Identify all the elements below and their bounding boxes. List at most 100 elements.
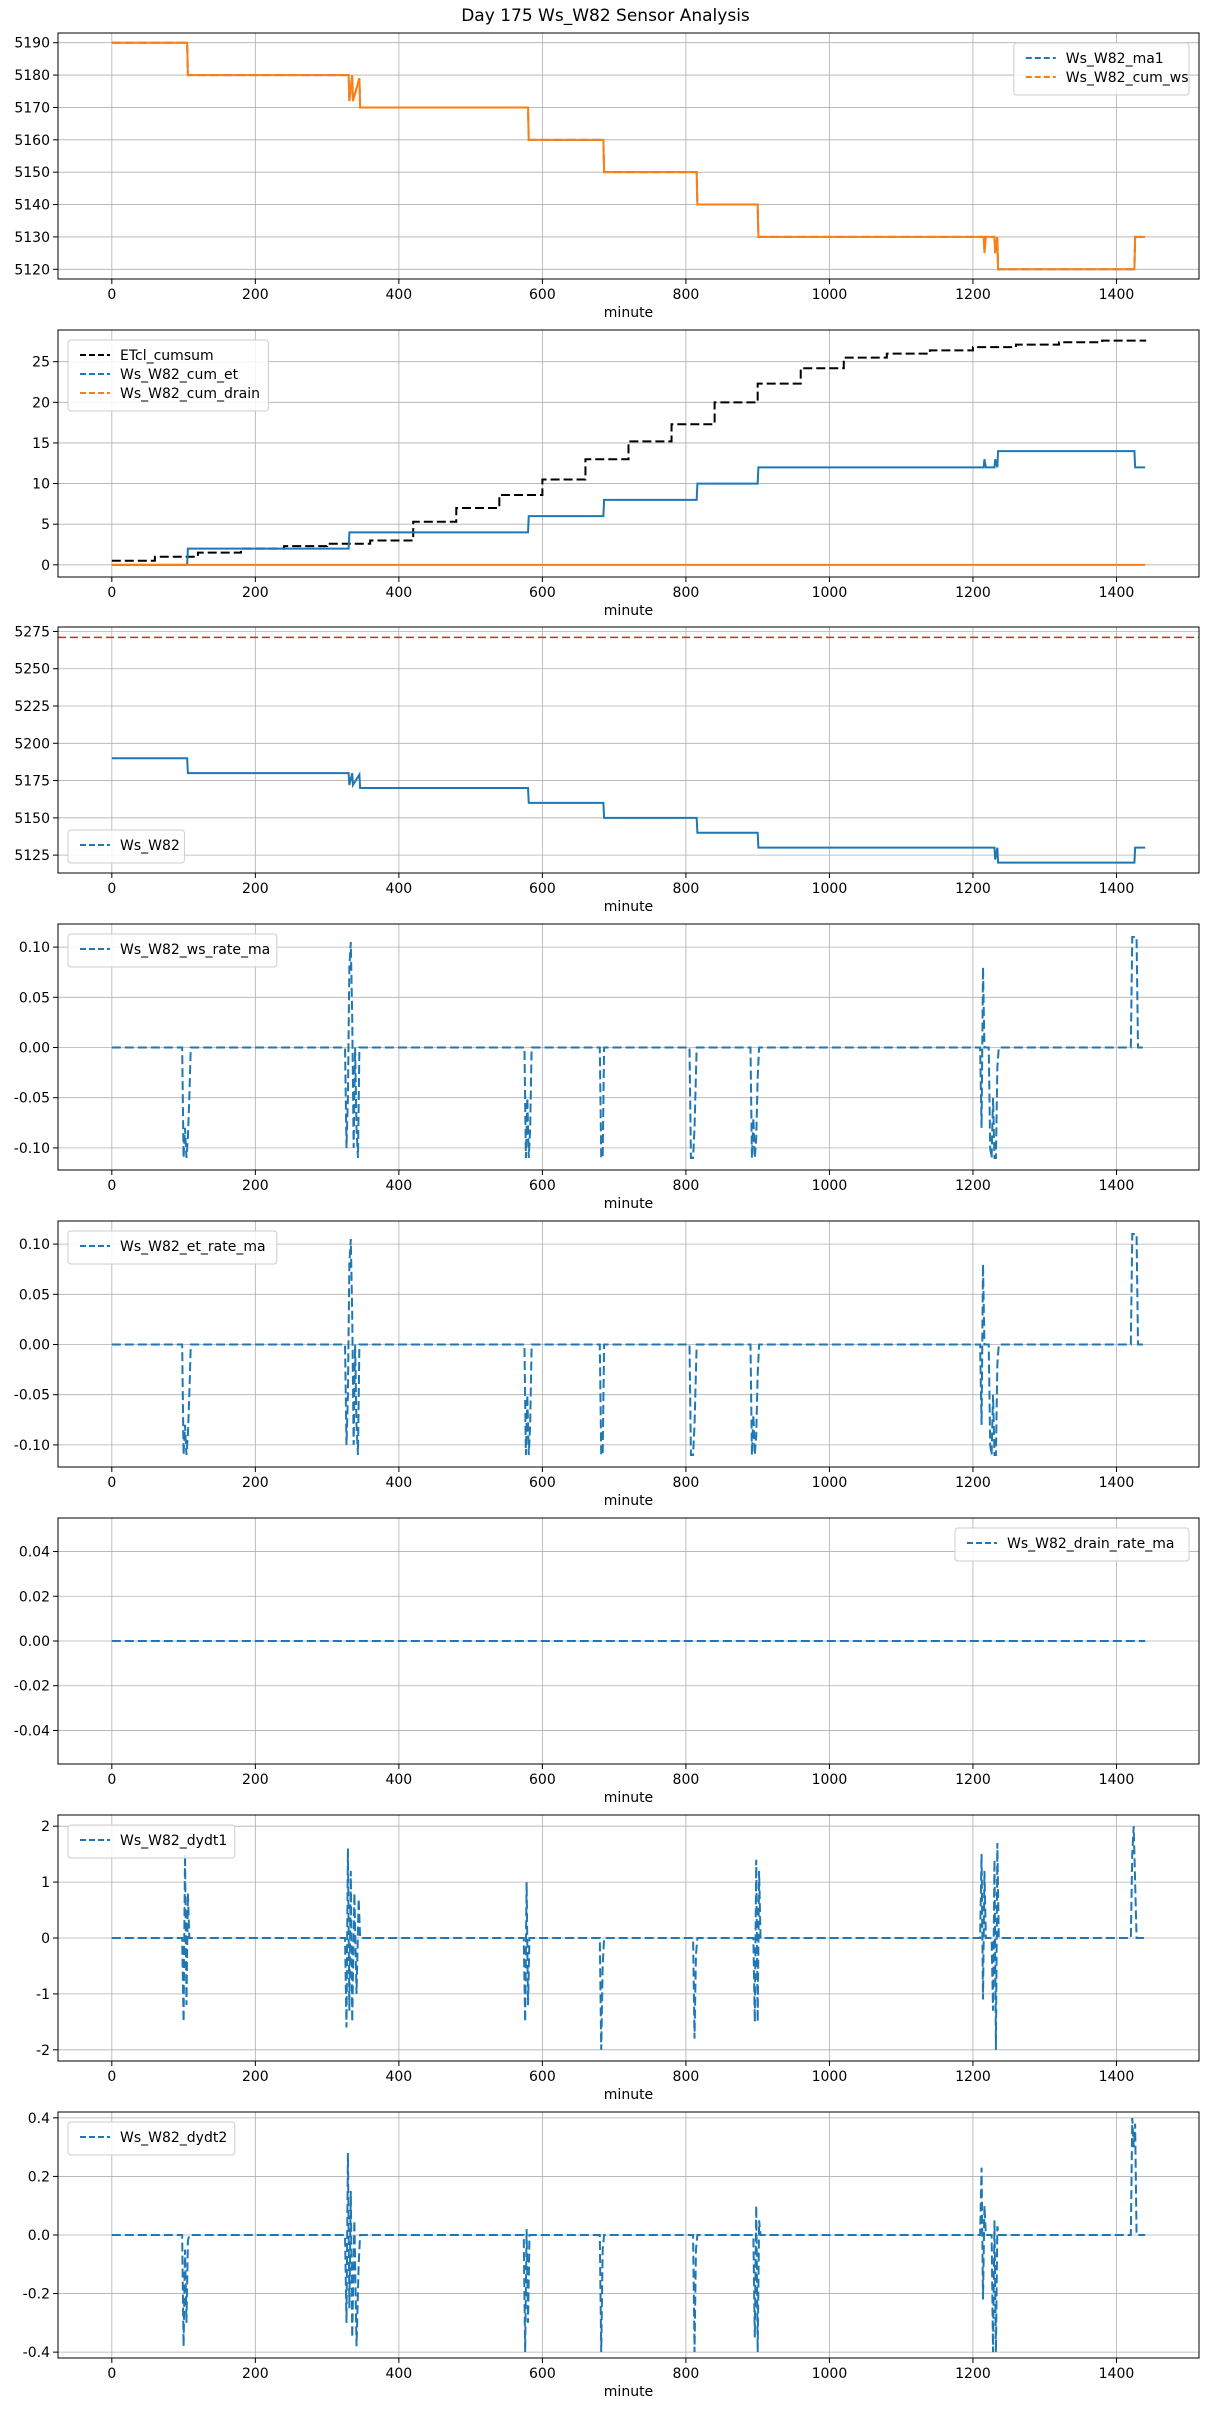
series-line-Ws_W82_ws_rate_ma bbox=[111, 936, 1146, 1159]
legend-label: Ws_W82_et_rate_ma bbox=[120, 1239, 266, 1255]
x-tick-label: 1400 bbox=[1099, 1772, 1135, 1788]
x-tick-label: 600 bbox=[529, 585, 556, 601]
x-tick-label: 800 bbox=[673, 585, 700, 601]
y-tick-label: -0.05 bbox=[14, 1388, 50, 1404]
axes-frame bbox=[57, 329, 1200, 578]
y-tick-label: 5140 bbox=[14, 198, 50, 214]
x-tick-label: 1000 bbox=[812, 2069, 848, 2085]
panel-5: 0 200 400 600 800 1000 1200 1400 -0.10 -0.05 0.00 0… bbox=[14, 1220, 1200, 1509]
x-tick-label: 400 bbox=[385, 287, 412, 303]
x-tick-label: 400 bbox=[385, 2366, 412, 2382]
y-tick-label: -1 bbox=[36, 1987, 50, 2003]
y-tick-label: 0.05 bbox=[19, 1287, 50, 1303]
y-tick-label: -2 bbox=[36, 2043, 50, 2059]
x-tick-label: 800 bbox=[673, 1178, 700, 1194]
y-tick-label: 5200 bbox=[14, 736, 50, 752]
x-tick-label: 200 bbox=[242, 1475, 269, 1491]
legend: Ws_W82_et_rate_ma bbox=[67, 1230, 278, 1265]
legend-box bbox=[67, 339, 269, 412]
x-tick-label: 0 bbox=[107, 2069, 116, 2085]
x-axis-label: minute bbox=[604, 603, 653, 619]
x-axis-label: minute bbox=[604, 1790, 653, 1806]
x-axis-label: minute bbox=[604, 1493, 653, 1509]
y-tick-label: 0.0 bbox=[28, 2228, 50, 2244]
series-line-Ws_W82_ma1 bbox=[111, 41, 1146, 271]
legend-box bbox=[67, 829, 185, 864]
x-tick-label: 400 bbox=[385, 881, 412, 897]
legend: ETcl_cumsum Ws_W82_cum_et Ws_W82_cum_drain bbox=[67, 339, 269, 412]
legend-label: Ws_W82 bbox=[120, 838, 180, 854]
y-tick-label: -0.2 bbox=[23, 2287, 50, 2303]
y-tick-label: 15 bbox=[32, 436, 50, 452]
legend-box bbox=[67, 933, 278, 968]
panel-7: 0 200 400 600 800 1000 1200 1400 -2 -1 0 1 2 minute Ws… bbox=[36, 1814, 1200, 2103]
legend-label: ETcl_cumsum bbox=[120, 348, 214, 364]
y-tick-label: 0.4 bbox=[28, 2111, 50, 2127]
y-tick-label: 5150 bbox=[14, 811, 50, 827]
series-line-Ws_W82_dydt2 bbox=[111, 2117, 1146, 2353]
legend-label: Ws_W82_ws_rate_ma bbox=[120, 942, 270, 958]
series-line-Ws_W82_cum_ws bbox=[111, 41, 1146, 271]
x-tick-label: 200 bbox=[242, 1178, 269, 1194]
x-tick-label: 800 bbox=[673, 2366, 700, 2382]
x-tick-label: 1400 bbox=[1099, 881, 1135, 897]
legend: Ws_W82_dydt1 bbox=[67, 1824, 236, 1859]
panel-2: 0 200 400 600 800 1000 1200 1400 0 5 10 15 20 25 minut… bbox=[32, 329, 1200, 619]
series-line-Ws_W82_dydt1 bbox=[111, 1826, 1146, 2050]
x-tick-label: 600 bbox=[529, 1178, 556, 1194]
x-tick-label: 0 bbox=[107, 2366, 116, 2382]
y-tick-label: -0.04 bbox=[14, 1723, 50, 1739]
y-tick-label: 5 bbox=[41, 517, 50, 533]
x-tick-label: 1200 bbox=[955, 2366, 991, 2382]
y-tick-label: 5150 bbox=[14, 165, 50, 181]
x-tick-label: 200 bbox=[242, 287, 269, 303]
series-line-Ws_W82_cum_et bbox=[111, 450, 1146, 566]
x-tick-label: 200 bbox=[242, 2069, 269, 2085]
y-tick-label: -0.10 bbox=[14, 1438, 50, 1454]
x-tick-label: 800 bbox=[673, 1475, 700, 1491]
y-tick-label: 5170 bbox=[14, 100, 50, 116]
x-tick-label: 1200 bbox=[955, 1475, 991, 1491]
legend-label: Ws_W82_dydt1 bbox=[120, 1833, 227, 1849]
y-tick-label: 0.00 bbox=[19, 1634, 50, 1650]
x-tick-label: 800 bbox=[673, 881, 700, 897]
x-tick-label: 1000 bbox=[812, 2366, 848, 2382]
x-axis-label: minute bbox=[604, 305, 653, 321]
series-line-ETcl_cumsum bbox=[111, 339, 1147, 562]
y-tick-label: 0.2 bbox=[28, 2169, 50, 2185]
x-tick-label: 0 bbox=[107, 1178, 116, 1194]
x-tick-label: 600 bbox=[529, 2069, 556, 2085]
legend-label: Ws_W82_dydt2 bbox=[120, 2130, 227, 2146]
x-tick-label: 1000 bbox=[812, 1475, 848, 1491]
y-tick-label: 0.10 bbox=[19, 1237, 50, 1253]
y-tick-label: 0.04 bbox=[19, 1545, 50, 1561]
y-tick-label: 5160 bbox=[14, 133, 50, 149]
x-tick-label: 1400 bbox=[1099, 2366, 1135, 2382]
x-tick-label: 0 bbox=[107, 1772, 116, 1788]
legend: Ws_W82_ma1 Ws_W82_cum_ws bbox=[1013, 42, 1190, 96]
y-tick-label: 5120 bbox=[14, 262, 50, 278]
panel-8: 0 200 400 600 800 1000 1200 1400 -0.4 -0.2 0.0 0.2 0… bbox=[23, 2111, 1200, 2400]
x-tick-label: 1000 bbox=[812, 287, 848, 303]
x-tick-label: 400 bbox=[385, 1772, 412, 1788]
y-tick-label: -0.4 bbox=[23, 2345, 50, 2361]
x-tick-label: 400 bbox=[385, 585, 412, 601]
x-tick-label: 1200 bbox=[955, 585, 991, 601]
legend-label: Ws_W82_cum_et bbox=[120, 367, 239, 383]
panel-1: 0 200 400 600 800 1000 1200 1400 5120 5130 5140 515… bbox=[14, 32, 1200, 321]
x-tick-label: 200 bbox=[242, 585, 269, 601]
x-tick-label: 0 bbox=[107, 881, 116, 897]
y-tick-label: 5130 bbox=[14, 230, 50, 246]
x-tick-label: 600 bbox=[529, 881, 556, 897]
axes-frame bbox=[57, 923, 1200, 1171]
x-tick-label: 1400 bbox=[1099, 2069, 1135, 2085]
y-tick-label: 0.00 bbox=[19, 1041, 50, 1057]
x-tick-label: 200 bbox=[242, 2366, 269, 2382]
panel-3: 0 200 400 600 800 1000 1200 1400 5125 5150 5175 520… bbox=[14, 624, 1200, 915]
legend-box bbox=[67, 2121, 236, 2156]
y-tick-label: 10 bbox=[32, 477, 50, 493]
y-tick-label: 0.10 bbox=[19, 940, 50, 956]
y-tick-label: 2 bbox=[41, 1819, 50, 1835]
